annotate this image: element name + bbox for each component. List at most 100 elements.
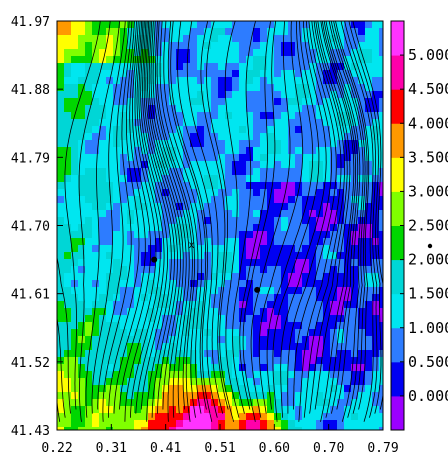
field-cell xyxy=(197,350,205,358)
field-cell xyxy=(64,238,72,246)
field-cell xyxy=(281,385,289,393)
field-cell xyxy=(141,392,149,400)
field-cell xyxy=(330,70,338,78)
field-cell xyxy=(71,70,79,78)
field-cell xyxy=(64,189,72,197)
field-cell xyxy=(218,420,226,428)
field-cell xyxy=(120,385,128,393)
field-cell xyxy=(71,77,79,85)
field-cell xyxy=(183,70,191,78)
field-cell xyxy=(344,245,352,253)
field-cell xyxy=(155,252,163,260)
field-cell xyxy=(274,413,282,421)
field-cell xyxy=(239,294,247,302)
field-cell xyxy=(78,378,86,386)
field-cell xyxy=(176,308,184,316)
field-cell xyxy=(253,350,261,358)
field-cell xyxy=(113,112,121,120)
field-cell xyxy=(323,28,331,36)
field-cell xyxy=(155,378,163,386)
field-cell xyxy=(239,287,247,295)
field-cell xyxy=(162,308,170,316)
field-cell xyxy=(176,343,184,351)
field-cell xyxy=(162,217,170,225)
field-cell xyxy=(246,182,254,190)
field-cell xyxy=(379,42,383,50)
field-cell xyxy=(169,70,177,78)
field-cell xyxy=(148,84,156,92)
field-cell xyxy=(274,175,282,183)
field-cell xyxy=(92,259,100,267)
field-cell xyxy=(162,357,170,365)
field-cell xyxy=(337,21,345,29)
field-cell xyxy=(106,259,114,267)
field-cell xyxy=(281,84,289,92)
field-cell xyxy=(232,357,240,365)
field-cell xyxy=(302,245,310,253)
field-cell xyxy=(323,280,331,288)
field-cell xyxy=(330,238,338,246)
field-cell xyxy=(260,119,268,127)
streamline xyxy=(102,21,133,422)
field-cell xyxy=(71,84,79,92)
field-cell xyxy=(253,280,261,288)
field-cell xyxy=(260,140,268,148)
field-cell xyxy=(316,420,324,428)
field-cell xyxy=(260,231,268,239)
field-cell xyxy=(85,49,93,57)
field-cell xyxy=(92,126,100,134)
field-cell xyxy=(274,126,282,134)
field-cell xyxy=(211,91,219,99)
field-cell xyxy=(253,42,261,50)
field-cell xyxy=(274,343,282,351)
field-cell xyxy=(148,266,156,274)
field-cell xyxy=(190,77,198,85)
field-cell xyxy=(239,35,247,43)
field-cell xyxy=(71,406,79,414)
field-cell xyxy=(85,399,93,407)
field-cell xyxy=(351,343,359,351)
field-cell xyxy=(274,252,282,260)
field-cell xyxy=(225,245,233,253)
field-cell xyxy=(120,329,128,337)
field-cell xyxy=(190,126,198,134)
field-cell xyxy=(85,77,93,85)
field-cell xyxy=(288,56,296,64)
field-cell xyxy=(379,133,383,141)
field-cell xyxy=(225,336,233,344)
field-cell xyxy=(281,28,289,36)
field-cell xyxy=(302,385,310,393)
field-cell xyxy=(85,147,93,155)
field-cell xyxy=(92,336,100,344)
field-cell xyxy=(127,308,135,316)
field-cell xyxy=(148,378,156,386)
field-cell xyxy=(309,413,317,421)
field-cell xyxy=(295,182,303,190)
field-cell xyxy=(57,308,65,316)
field-cell xyxy=(99,168,107,176)
field-cell xyxy=(106,140,114,148)
field-cell xyxy=(288,294,296,302)
field-cell xyxy=(113,35,121,43)
field-cell xyxy=(134,371,142,379)
field-cell xyxy=(183,28,191,36)
field-cell xyxy=(372,140,380,148)
field-cell xyxy=(211,56,219,64)
field-cell xyxy=(267,357,275,365)
field-cell xyxy=(267,28,275,36)
field-cell xyxy=(141,126,149,134)
field-cell xyxy=(92,385,100,393)
field-cell xyxy=(78,56,86,64)
field-cell xyxy=(78,336,86,344)
field-cell xyxy=(288,217,296,225)
field-cell xyxy=(365,420,373,428)
field-cell xyxy=(64,168,72,176)
field-cell xyxy=(134,210,142,218)
field-cell xyxy=(225,280,233,288)
field-cell xyxy=(309,210,317,218)
field-cell xyxy=(85,413,93,421)
field-cell xyxy=(71,203,79,211)
field-cell xyxy=(183,140,191,148)
field-cell xyxy=(99,252,107,260)
field-cell xyxy=(190,49,198,57)
